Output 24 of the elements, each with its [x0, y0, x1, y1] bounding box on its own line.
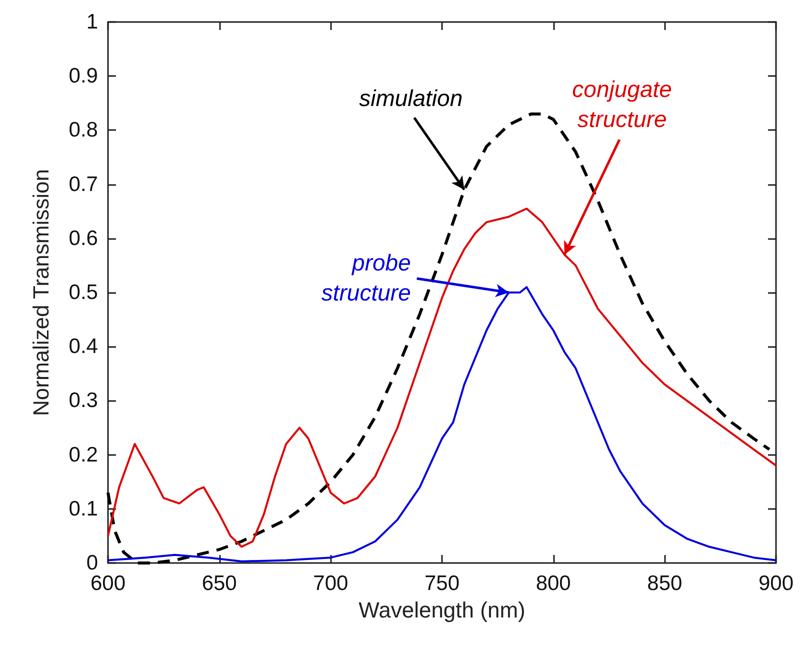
x-tick-label: 600: [90, 572, 126, 595]
annotation: simulation: [359, 84, 463, 111]
y-tick-label: 0.9: [68, 64, 98, 88]
x-tick-label: 850: [647, 572, 682, 595]
y-tick-label: 0.2: [68, 443, 98, 466]
y-axis-title: Normalized Transmission: [28, 169, 54, 416]
x-tick-label: 800: [536, 572, 571, 595]
y-tick-label: 0.8: [68, 118, 98, 142]
y-tick-label: 0.7: [68, 172, 98, 196]
y-tick-label: 0.3: [68, 389, 98, 412]
x-tick-label: 750: [424, 572, 460, 595]
line-series: [106, 112, 771, 564]
x-tick-label: 650: [202, 572, 237, 595]
y-tick-label: 0.5: [68, 281, 98, 304]
annotation: conjugate structure: [572, 76, 672, 132]
x-axis-title: Wavelength (nm): [358, 597, 526, 622]
x-tick-label: 700: [313, 572, 348, 595]
y-tick-label: 1: [86, 10, 98, 34]
y-tick-label: 0.6: [68, 226, 98, 250]
x-tick-label: 900: [758, 572, 794, 595]
y-tick-label: 0: [86, 552, 98, 574]
annotation: probe structure: [321, 250, 411, 306]
y-tick-label: 0.4: [68, 335, 98, 358]
y-tick-label: 0.1: [68, 497, 98, 520]
